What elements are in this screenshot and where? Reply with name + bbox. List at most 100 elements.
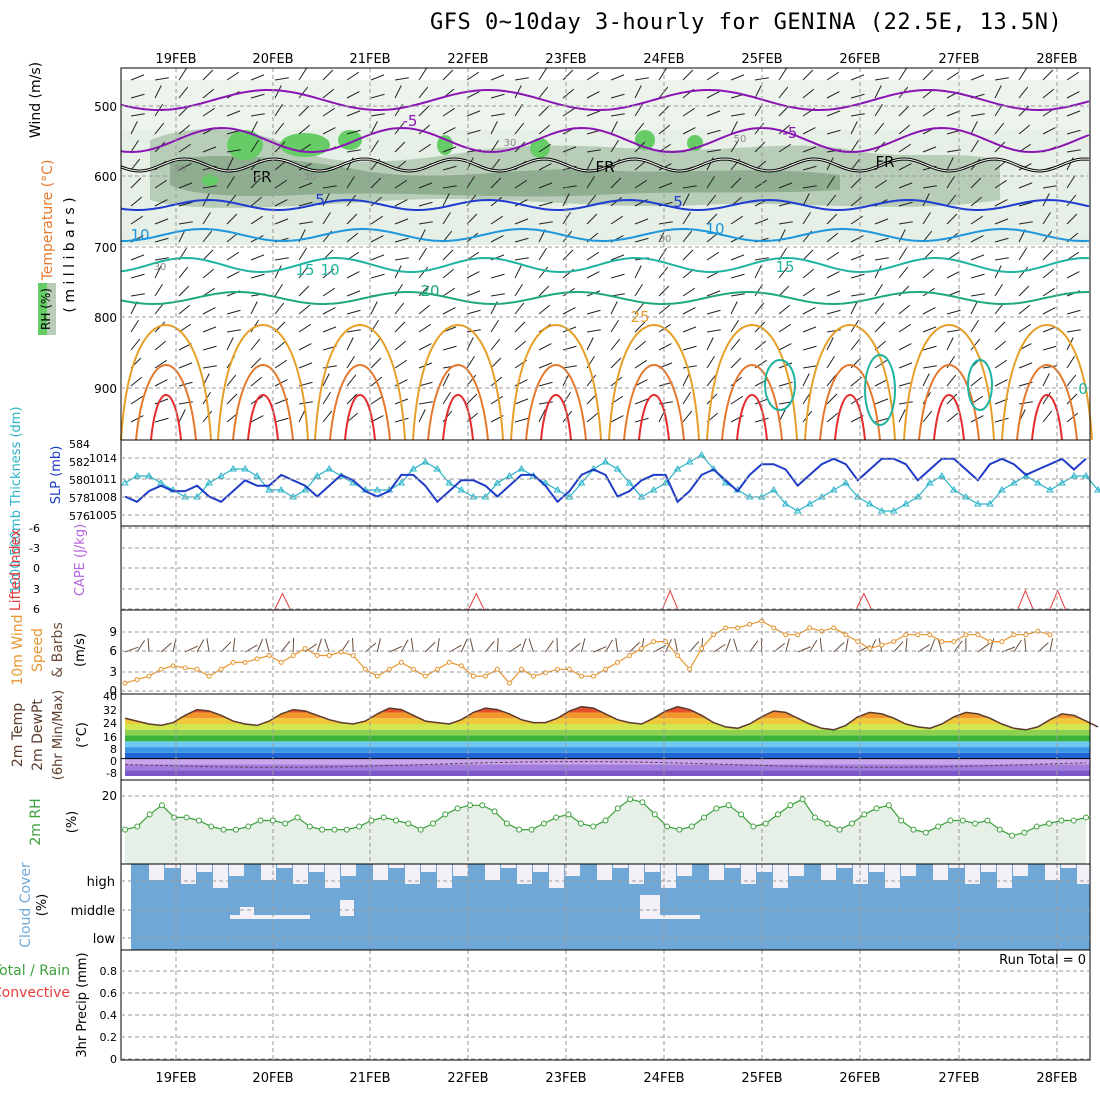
wind-barb	[730, 139, 739, 153]
wind-barb	[346, 374, 357, 387]
thickness-point	[313, 472, 322, 479]
wind-barb	[946, 157, 954, 171]
lifted-index-mark	[1049, 589, 1067, 611]
wind-barb	[370, 74, 385, 81]
rh2m-point	[676, 826, 683, 833]
wind-barb	[850, 139, 859, 153]
rh2m-point	[738, 811, 745, 818]
wind-barb	[1042, 185, 1057, 189]
thickness-point	[325, 465, 334, 472]
temp-contour-10	[121, 228, 1090, 242]
wind-barb	[514, 321, 526, 333]
wind-barb	[202, 249, 214, 261]
wind10-barb	[410, 638, 414, 653]
rh-high-patch	[227, 130, 263, 160]
temp-contour-30	[918, 363, 980, 441]
wind-barb	[466, 412, 479, 423]
temp-contour-25	[1001, 323, 1093, 441]
wind-barb	[538, 163, 552, 171]
rh2m-point	[1021, 829, 1028, 836]
rh2m-point	[122, 826, 128, 833]
lifted-index-mark	[467, 592, 485, 611]
wind-barb	[466, 393, 478, 405]
wind10-point	[795, 632, 801, 638]
rh-contour-label: 50	[734, 134, 747, 145]
wind-barb	[1042, 287, 1055, 297]
wind10-point	[615, 659, 621, 665]
wind-barb	[874, 103, 883, 117]
cloud-clear-high	[789, 864, 804, 876]
wind-barb	[250, 376, 263, 387]
temp-contour-30	[329, 363, 391, 441]
wind10-barb	[733, 638, 739, 653]
wind-barb	[706, 149, 721, 153]
wind10-barb	[324, 638, 330, 653]
wind-barb	[202, 107, 215, 117]
ylabel-millibars: ( m i l l i b a r s )	[62, 197, 78, 312]
wind-barb	[850, 338, 861, 351]
wind-barb	[826, 374, 837, 387]
wind-barb	[442, 391, 451, 405]
temp-bands	[125, 706, 1090, 776]
wind-barb	[634, 302, 645, 315]
wind-barb	[322, 127, 336, 135]
temp-band	[125, 706, 1090, 713]
temp-band	[125, 770, 1090, 776]
wind-barb	[226, 309, 241, 315]
wind-barb	[250, 139, 259, 153]
wind10-barb	[977, 643, 990, 653]
thickness-point	[829, 486, 838, 493]
wind-barb	[994, 237, 1009, 243]
temp-contour-30	[721, 363, 783, 441]
wind-barb	[490, 93, 505, 99]
wind-barb	[826, 213, 838, 225]
rh2m-point	[195, 817, 202, 824]
wind-barb	[442, 146, 457, 153]
chart-title: GFS 0~10day 3-hourly for GENINA (22.5E, …	[430, 10, 1063, 35]
wind-barb	[586, 251, 599, 261]
wind-barb	[1042, 307, 1056, 315]
cloud-clear-high	[389, 864, 404, 868]
temp-band	[125, 752, 1090, 759]
wind-barb	[826, 91, 840, 99]
wind10-point	[470, 673, 476, 679]
wind10-barb	[1013, 639, 1022, 653]
wind-barb	[346, 91, 360, 99]
cloud-clear-high	[901, 864, 916, 876]
temp-contour-25	[217, 323, 309, 441]
rh-band-dark	[170, 155, 840, 197]
wind-barb	[538, 221, 553, 225]
wind-barb	[346, 129, 361, 135]
wind-barb	[610, 139, 619, 153]
wind-barb	[418, 229, 426, 243]
wind-barb	[850, 74, 865, 81]
wind-barb	[730, 113, 745, 117]
temp-contour-5	[120, 198, 1090, 211]
temp-band	[125, 747, 1090, 753]
lifted-index-mark	[855, 592, 873, 611]
wind-barb	[658, 86, 669, 99]
cloud-clear-high	[645, 864, 660, 872]
wind-barb	[682, 410, 693, 423]
wind-barb	[994, 321, 1006, 333]
wind-barb	[610, 215, 623, 225]
wind-barb	[346, 329, 361, 333]
wind-barb	[850, 273, 865, 279]
wind-barb	[178, 229, 186, 243]
wind-barb	[130, 273, 145, 279]
wind10-barb	[893, 641, 904, 653]
wind-barb	[418, 266, 429, 279]
wind-barb	[826, 71, 839, 81]
contour-label: FR	[875, 153, 894, 171]
temp-contour-30	[1016, 363, 1078, 441]
wind-barb	[682, 307, 696, 315]
bottom-date-label: 27FEB	[938, 1071, 979, 1086]
ylabel-lifted-index: Lifted Index	[8, 529, 24, 611]
rh2m-point	[922, 829, 929, 836]
wind-barb	[490, 196, 503, 207]
wind-barb	[130, 93, 145, 99]
wind-barb	[178, 409, 186, 423]
wind-barb	[466, 309, 481, 315]
wind10-barb	[206, 638, 210, 653]
cloud-clear-high	[341, 864, 356, 876]
